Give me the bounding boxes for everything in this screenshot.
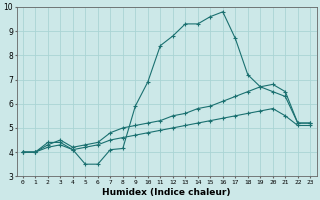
X-axis label: Humidex (Indice chaleur): Humidex (Indice chaleur) [102, 188, 231, 197]
